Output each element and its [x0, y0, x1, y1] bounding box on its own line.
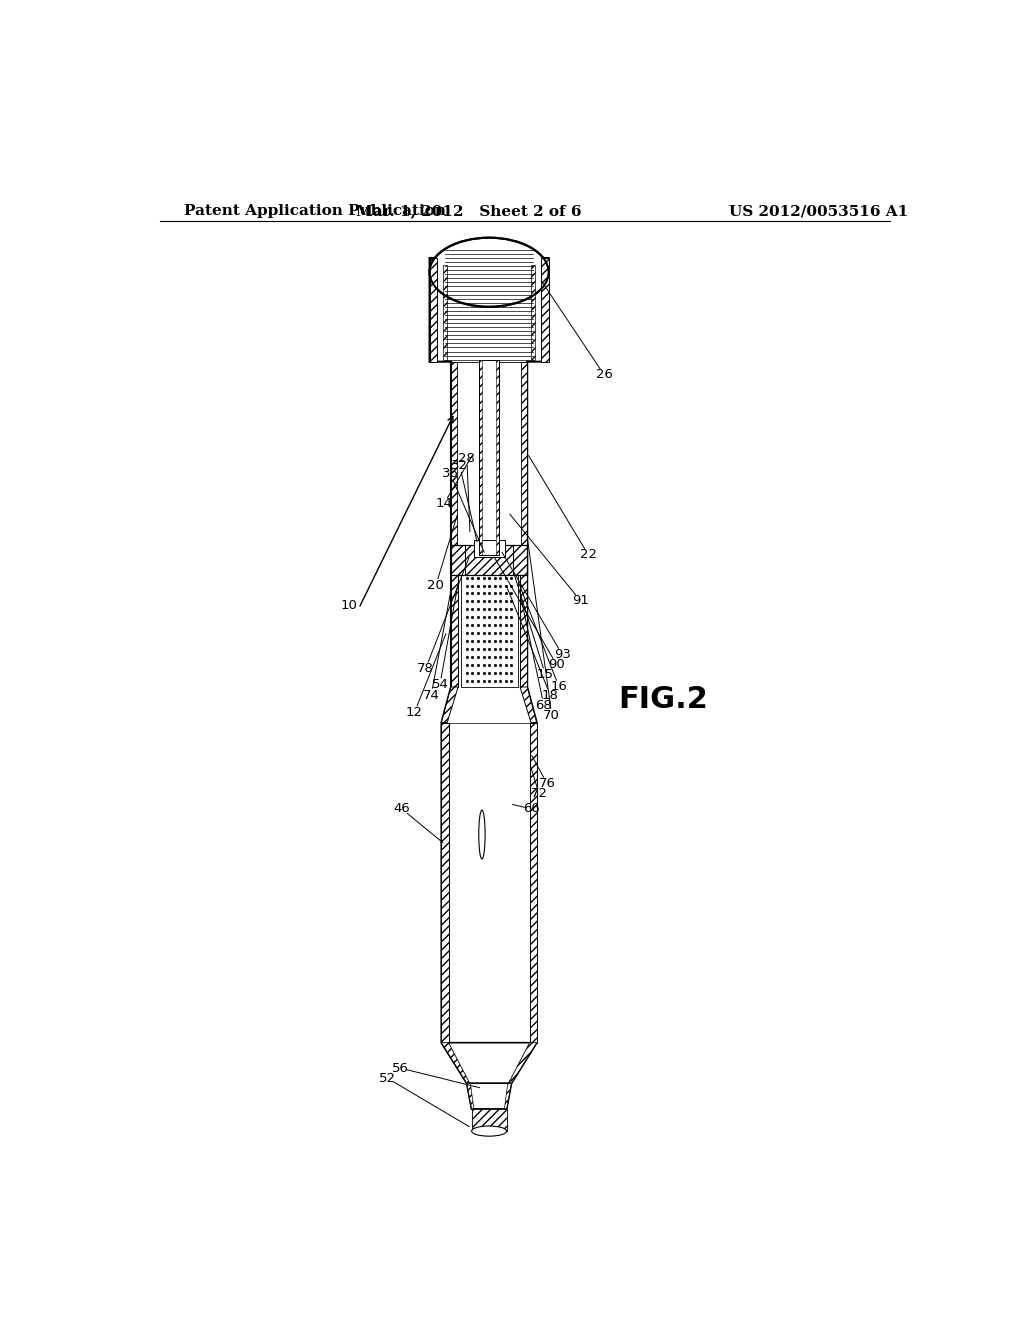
- Polygon shape: [451, 362, 458, 545]
- Polygon shape: [461, 576, 518, 686]
- Polygon shape: [542, 257, 549, 362]
- Text: 22: 22: [580, 548, 597, 561]
- Text: 12: 12: [406, 706, 423, 719]
- Text: 70: 70: [544, 709, 560, 722]
- Text: 28: 28: [459, 451, 475, 465]
- Ellipse shape: [430, 238, 549, 306]
- Text: 18: 18: [542, 689, 559, 701]
- Polygon shape: [441, 1043, 537, 1084]
- Text: 78: 78: [417, 663, 434, 675]
- Polygon shape: [451, 576, 458, 686]
- Polygon shape: [458, 362, 521, 545]
- Text: 15: 15: [537, 668, 554, 681]
- Text: 16: 16: [551, 680, 567, 693]
- Polygon shape: [530, 265, 536, 359]
- Polygon shape: [520, 576, 527, 686]
- Text: Patent Application Publication: Patent Application Publication: [183, 205, 445, 218]
- Text: 26: 26: [596, 368, 612, 381]
- Text: 14: 14: [435, 498, 453, 511]
- Ellipse shape: [472, 1126, 507, 1137]
- Polygon shape: [520, 362, 527, 545]
- Polygon shape: [520, 686, 537, 722]
- Text: 91: 91: [572, 594, 589, 607]
- Polygon shape: [430, 257, 436, 362]
- Text: US 2012/0053516 A1: US 2012/0053516 A1: [729, 205, 908, 218]
- Text: 32: 32: [452, 459, 468, 471]
- Polygon shape: [513, 545, 527, 576]
- Text: 46: 46: [393, 803, 411, 816]
- Text: 56: 56: [392, 1061, 409, 1074]
- Ellipse shape: [479, 810, 485, 859]
- Text: 76: 76: [539, 777, 555, 789]
- Polygon shape: [474, 540, 505, 557]
- Text: Mar. 1, 2012   Sheet 2 of 6: Mar. 1, 2012 Sheet 2 of 6: [356, 205, 582, 218]
- Polygon shape: [472, 1109, 507, 1131]
- Polygon shape: [505, 1084, 511, 1109]
- Polygon shape: [472, 1109, 507, 1131]
- Text: 10: 10: [340, 599, 357, 612]
- Polygon shape: [443, 265, 447, 359]
- Polygon shape: [479, 359, 482, 554]
- Polygon shape: [529, 722, 537, 1043]
- Text: 52: 52: [379, 1072, 396, 1085]
- Polygon shape: [441, 722, 449, 1043]
- Polygon shape: [465, 545, 513, 576]
- Text: 72: 72: [530, 787, 548, 800]
- Polygon shape: [467, 1084, 474, 1109]
- Polygon shape: [451, 545, 465, 576]
- Text: 36: 36: [441, 467, 459, 480]
- Polygon shape: [441, 1043, 470, 1084]
- Text: 68: 68: [536, 698, 552, 711]
- Text: 93: 93: [554, 648, 570, 661]
- Polygon shape: [447, 722, 530, 1043]
- Text: 54: 54: [431, 678, 449, 692]
- Polygon shape: [482, 359, 497, 554]
- Text: 90: 90: [548, 659, 565, 671]
- Text: 74: 74: [423, 689, 439, 701]
- Text: FIG.2: FIG.2: [618, 685, 709, 714]
- Text: 66: 66: [523, 803, 540, 816]
- Text: 20: 20: [427, 578, 444, 591]
- Polygon shape: [497, 359, 500, 554]
- Polygon shape: [467, 1084, 511, 1109]
- Polygon shape: [441, 686, 458, 722]
- Polygon shape: [430, 257, 549, 1109]
- Polygon shape: [509, 1043, 537, 1084]
